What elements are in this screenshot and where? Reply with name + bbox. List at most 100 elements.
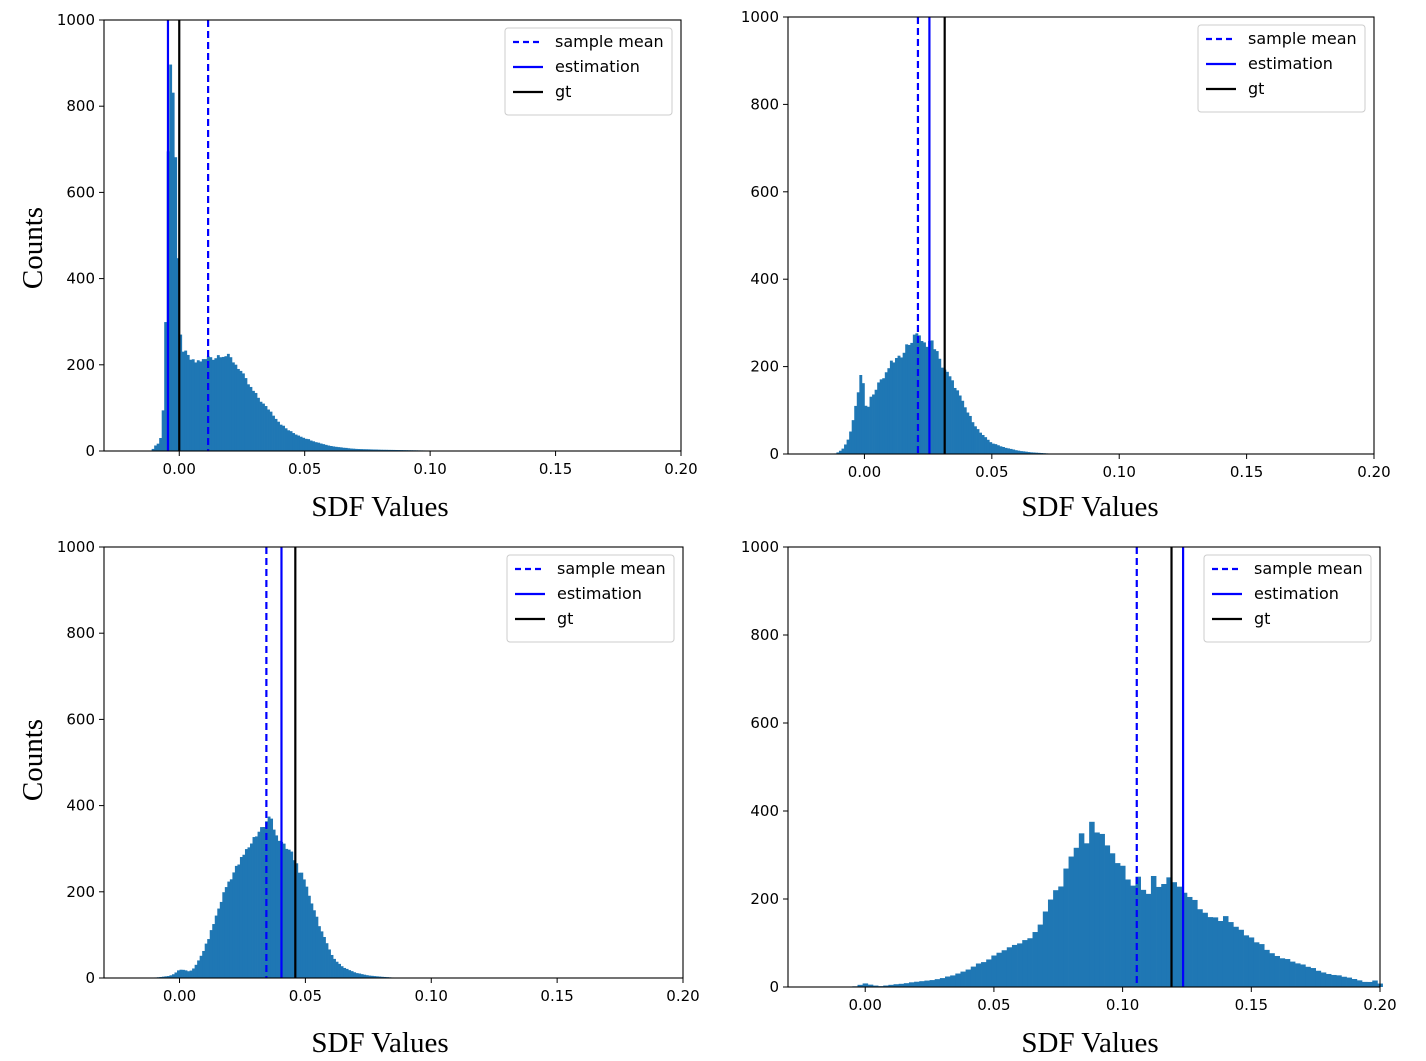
histogram-bar: [202, 950, 206, 978]
histogram-bar: [1300, 964, 1306, 987]
histogram-bar: [1084, 843, 1090, 987]
histogram-bar: [1217, 921, 1224, 987]
histogram-bar: [1012, 449, 1016, 454]
histogram-bar: [348, 970, 352, 978]
legend-box: [1203, 554, 1372, 643]
histogram-bar: [1073, 847, 1080, 987]
histogram-bar: [1109, 853, 1116, 987]
histogram-bar: [900, 357, 903, 454]
histogram-bar: [187, 971, 190, 978]
histogram-bar: [1068, 856, 1075, 987]
histogram-bar: [255, 836, 258, 978]
y-tick-label: 0: [85, 442, 95, 460]
histogram-bar: [199, 955, 203, 978]
x-tick-label: 0.05: [977, 996, 1010, 1014]
histogram-bar: [289, 431, 293, 451]
histogram-bar: [889, 360, 893, 454]
histogram-bar: [260, 827, 263, 978]
histogram-bar: [209, 357, 213, 451]
y-tick-label: 800: [750, 95, 779, 113]
histogram-bar: [1125, 879, 1131, 987]
histogram-bar: [196, 360, 200, 451]
legend-label: sample mean: [555, 32, 664, 51]
histogram-bar: [204, 943, 208, 978]
histogram-bar: [919, 981, 925, 987]
histogram-bar: [156, 443, 160, 451]
histogram-bar: [182, 969, 185, 978]
histogram-bar: [882, 378, 886, 454]
histogram-bar: [1161, 884, 1167, 987]
histogram-bar: [216, 355, 220, 451]
histogram-bar: [945, 976, 951, 987]
histogram-bar: [186, 354, 190, 451]
histogram-bar: [1228, 922, 1234, 987]
legend-label: sample mean: [1254, 559, 1363, 578]
x-tick-label: 0.00: [849, 996, 882, 1014]
histogram-bar: [1305, 966, 1311, 987]
histogram-bar: [239, 370, 243, 451]
histogram-bar: [307, 895, 311, 978]
histogram-panel-top-left: 0.00 0.05 0.10 0.15 0.20 0 200 400 600 800 1000 sam…: [57, 11, 698, 478]
histogram-bar: [315, 916, 319, 978]
histogram-bar: [270, 818, 274, 978]
y-tick-label: 1000: [57, 11, 95, 29]
y-tick-label: 600: [750, 183, 779, 201]
y-tick-label: 0: [769, 978, 779, 996]
histogram-bar: [151, 448, 155, 451]
histogram-bar: [1367, 981, 1373, 987]
histogram-bar: [219, 901, 223, 978]
x-tick-label: 0.10: [413, 460, 446, 478]
x-tick-label: 0.10: [1106, 996, 1139, 1014]
y-tick-label: 1000: [741, 8, 779, 26]
histogram-bar: [994, 444, 998, 454]
histogram-bar: [379, 449, 383, 451]
histogram-bar: [956, 390, 960, 454]
histogram-bar: [364, 449, 368, 451]
histogram-bar: [1037, 924, 1044, 987]
histogram-bar: [872, 394, 875, 454]
histogram-bar: [372, 449, 376, 451]
histogram-bar: [1259, 944, 1265, 987]
histogram-bar: [1233, 926, 1239, 987]
histogram-bar: [1032, 932, 1039, 987]
histogram-bar: [940, 367, 944, 454]
histogram-panel-top-right: 0.00 0.05 0.10 0.15 0.20 0 200 400 600 800 1000 sam…: [741, 8, 1391, 481]
histogram-bar: [1104, 845, 1111, 987]
histogram-bar: [1315, 970, 1322, 987]
histogram-bar: [267, 816, 271, 978]
histogram-bar: [302, 879, 306, 978]
histogram-bar: [838, 450, 842, 454]
legend-label: estimation: [1248, 54, 1333, 73]
histogram-bar: [224, 887, 228, 978]
histogram-bar: [328, 949, 331, 978]
histogram-bar: [912, 334, 916, 454]
x-tick-label: 0.00: [848, 463, 881, 481]
histogram-bar: [920, 341, 924, 454]
histogram-bar: [1011, 944, 1018, 987]
histogram-bar: [945, 371, 949, 454]
histogram-bar: [1264, 949, 1270, 987]
histogram-bar: [224, 356, 228, 451]
histogram-bar: [370, 975, 374, 978]
histogram-bar: [1022, 451, 1026, 454]
histogram-bar: [362, 449, 366, 451]
y-tick-label: 200: [750, 890, 779, 908]
histogram-bar: [1192, 899, 1198, 987]
histogram-bar: [1053, 890, 1059, 987]
histogram-bar: [1078, 833, 1085, 987]
legend-label: gt: [1248, 79, 1264, 98]
histogram-bar: [232, 872, 236, 978]
histogram-bar: [851, 420, 855, 454]
histogram-bar: [1171, 882, 1178, 987]
histogram-bar: [1027, 938, 1033, 987]
histogram-bar: [284, 428, 288, 451]
legend-box: [504, 27, 673, 116]
histogram-bar: [320, 931, 324, 978]
y-axis-title-top: Counts: [17, 207, 49, 289]
x-tick-label: 0.15: [540, 987, 573, 1005]
histogram-bar: [345, 968, 349, 978]
histogram-bar: [314, 442, 318, 451]
histogram-bar: [1007, 448, 1011, 454]
histogram-bar: [222, 892, 226, 978]
